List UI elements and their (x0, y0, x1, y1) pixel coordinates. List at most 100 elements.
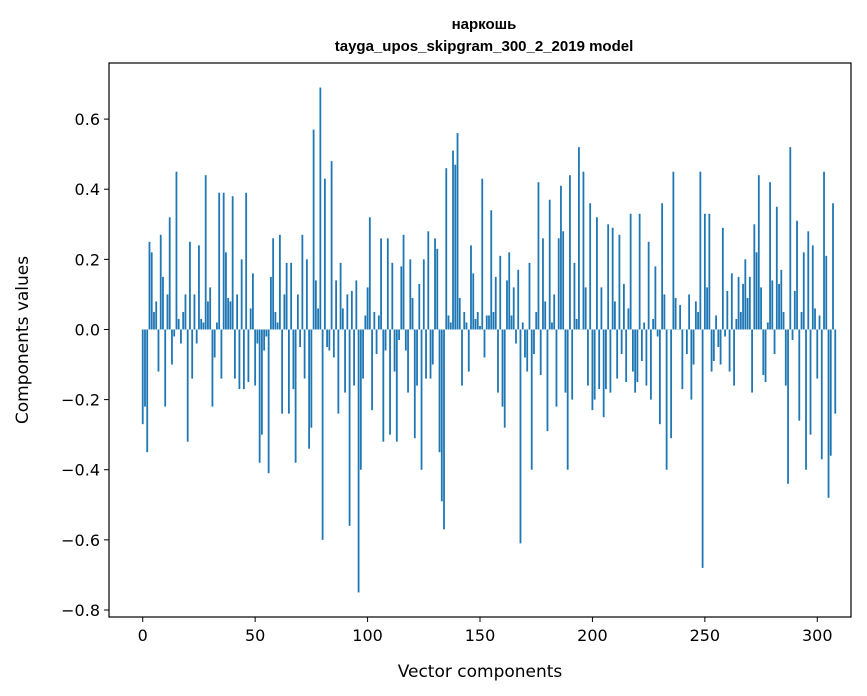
bar (778, 283, 780, 330)
bar (744, 259, 747, 330)
bar (357, 329, 360, 593)
bar (575, 318, 578, 330)
bar (434, 238, 436, 330)
bar (636, 329, 639, 383)
bar (209, 287, 212, 330)
bar (438, 329, 441, 453)
bar (159, 234, 162, 330)
bar (445, 168, 448, 330)
bar (141, 329, 144, 425)
bar (182, 311, 185, 330)
bar (497, 329, 499, 393)
bar (353, 329, 355, 386)
bar (157, 329, 160, 372)
bar (796, 220, 798, 330)
y-tick-label: −0.4 (61, 461, 100, 480)
bar (153, 311, 155, 330)
bar (247, 329, 250, 383)
bar (501, 329, 504, 407)
chart-subtitle: tayga_upos_skipgram_300_2_2019 model (335, 38, 634, 55)
bar (269, 276, 272, 330)
bar (216, 322, 218, 330)
bar (245, 192, 248, 330)
bar (798, 329, 801, 421)
bar (746, 297, 749, 330)
bar (562, 231, 565, 330)
bar (155, 301, 158, 330)
bar (332, 329, 335, 358)
bar (557, 238, 560, 330)
bar (463, 311, 466, 330)
bar (258, 329, 261, 463)
x-tick-label: 150 (465, 626, 496, 645)
bar (715, 315, 717, 330)
bar (544, 301, 547, 330)
bar (571, 329, 574, 400)
y-tick-label: −0.8 (61, 601, 100, 620)
bar (341, 308, 344, 330)
bar (207, 301, 209, 330)
bar (225, 252, 227, 330)
bar (348, 329, 351, 526)
bar (249, 308, 252, 330)
bar (717, 329, 720, 348)
bar (416, 329, 418, 386)
bar (784, 329, 787, 386)
bar (748, 276, 751, 330)
bar (238, 329, 241, 390)
bar (431, 329, 434, 365)
bar (346, 294, 349, 330)
bar (218, 192, 221, 330)
x-tick-label: 200 (577, 626, 608, 645)
bar (476, 311, 479, 330)
bar (591, 329, 594, 411)
bar (690, 329, 693, 400)
bar (701, 329, 704, 568)
bar (413, 329, 416, 439)
bar (609, 329, 612, 393)
bar (492, 311, 495, 330)
bar (766, 322, 769, 330)
bar (470, 245, 472, 330)
bar (706, 287, 708, 330)
bar (679, 304, 682, 330)
bar (510, 315, 513, 330)
bar (184, 294, 187, 330)
bar (521, 322, 524, 330)
bar (672, 171, 675, 330)
bar (436, 248, 439, 330)
bar (600, 287, 603, 330)
x-axis-label: Vector components (398, 662, 563, 682)
bar (645, 329, 648, 386)
bar (755, 252, 758, 330)
bar (733, 329, 735, 386)
bar (285, 262, 288, 330)
bar (643, 322, 646, 330)
bar (805, 329, 807, 470)
plot-frame (108, 62, 852, 618)
bar (661, 203, 664, 330)
x-tick-label: 100 (352, 626, 383, 645)
bar (222, 192, 225, 330)
bar (472, 273, 475, 330)
bar (276, 322, 279, 330)
bar (427, 231, 430, 330)
bar (618, 234, 621, 330)
bar (148, 241, 151, 330)
bar (787, 329, 789, 484)
bar (802, 252, 805, 330)
bar (665, 329, 668, 470)
bar (402, 234, 405, 330)
bar (632, 329, 634, 372)
bar (757, 175, 760, 330)
bar (146, 329, 149, 453)
bar (330, 161, 333, 330)
bar (533, 329, 535, 355)
bar (272, 238, 275, 330)
bar (171, 329, 173, 365)
bar (553, 294, 556, 330)
bar (323, 178, 326, 330)
bar (418, 283, 421, 330)
bars-group (141, 87, 837, 593)
bar (782, 311, 785, 330)
